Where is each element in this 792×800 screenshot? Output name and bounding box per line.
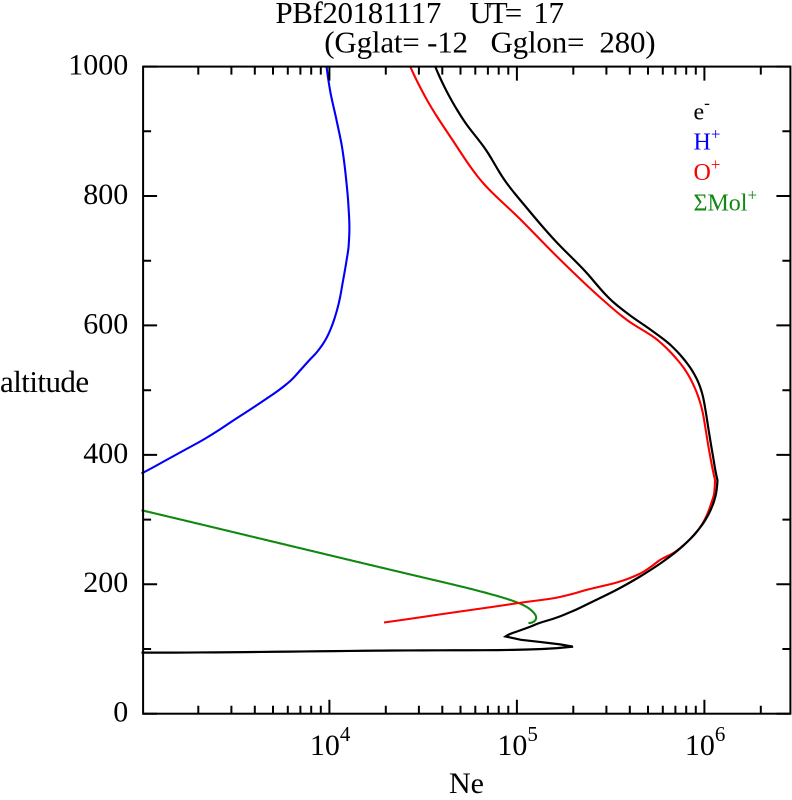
svg-text:17: 17 <box>533 0 563 30</box>
svg-text:altitude: altitude <box>0 364 89 399</box>
svg-text:PBf20181117: PBf20181117 <box>275 0 441 30</box>
svg-text:0: 0 <box>113 696 128 729</box>
svg-text:UT=: UT= <box>469 0 520 30</box>
svg-text:ΣMol+: ΣMol+ <box>694 186 758 217</box>
svg-text:(Gglat= -12 Gglon= 280): (Gglat= -12 Gglon= 280) <box>324 25 655 60</box>
svg-text:200: 200 <box>83 566 128 599</box>
svg-text:1000: 1000 <box>68 49 128 82</box>
svg-text:600: 600 <box>83 307 128 340</box>
svg-text:400: 400 <box>83 437 128 470</box>
svg-text:800: 800 <box>83 178 128 211</box>
svg-text:Ne: Ne <box>449 767 484 795</box>
